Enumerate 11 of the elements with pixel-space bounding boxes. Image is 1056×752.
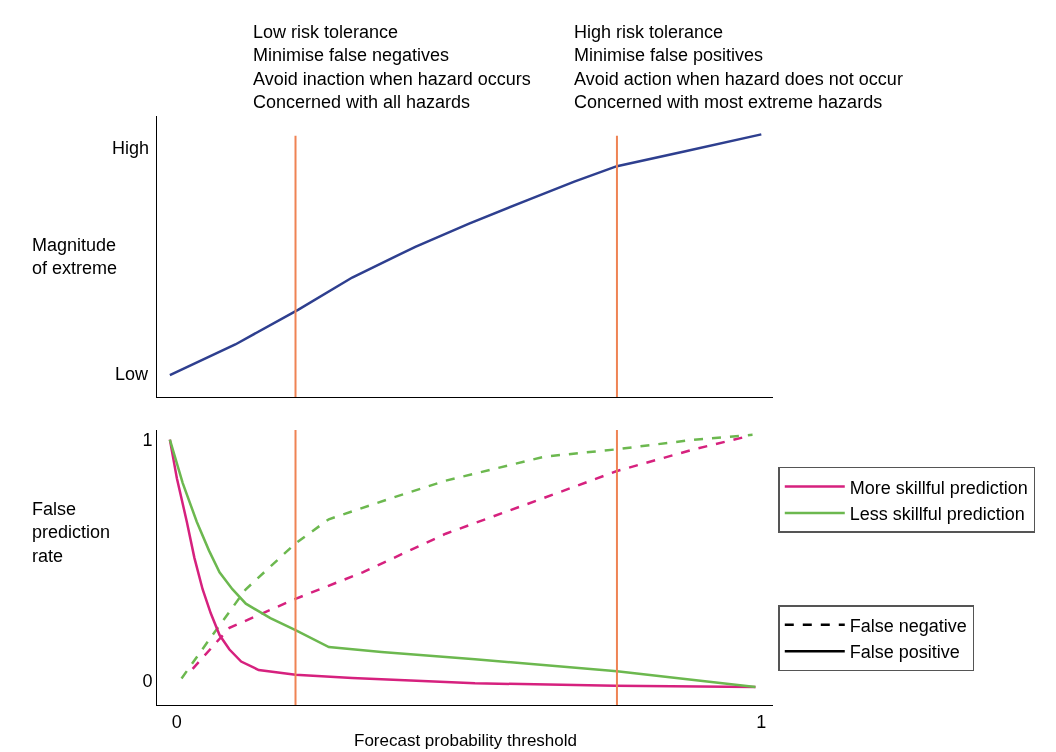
legend-label: More skillful prediction [849, 477, 1028, 498]
legend-label: False negative [849, 615, 967, 636]
text: High [112, 138, 150, 158]
ref-line-label: Low risk tolerance Minimise false negatives Avoid inaction when hazard occurs Concerned with all hazards [253, 22, 531, 113]
y-axis-title: False prediction rate [32, 499, 111, 566]
ref-line-label: High risk tolerance Minimise false positives Avoid action when hazard does not occur Concerned with most extreme hazards [574, 22, 903, 113]
legend-label: Less skillful prediction [849, 503, 1025, 524]
y-axis-title: Magnitude of extreme [32, 235, 118, 279]
x-axis-title: Forecast probability threshold [354, 731, 578, 750]
legend-label: False positive [849, 642, 960, 663]
text: Low [115, 364, 150, 384]
